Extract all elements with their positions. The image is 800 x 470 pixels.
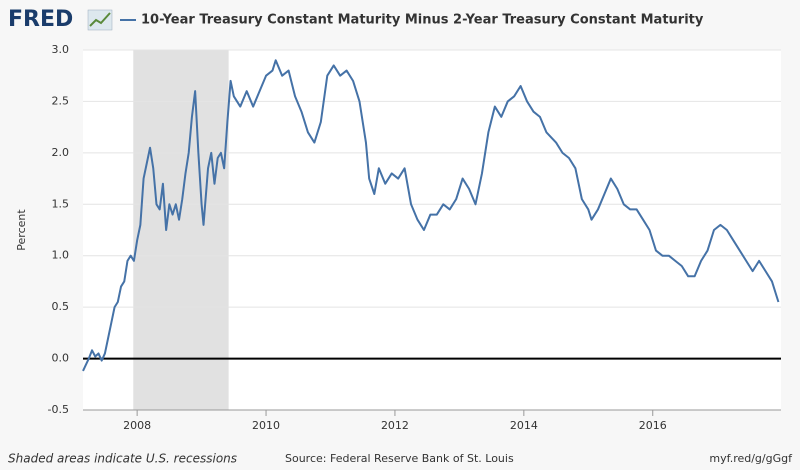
y-tick-label: 2.5: [52, 94, 70, 107]
x-tick-label: 2012: [381, 419, 409, 432]
x-tick-label: 2016: [639, 419, 667, 432]
y-tick-label: 2.0: [52, 146, 70, 159]
x-tick-label: 2010: [252, 419, 280, 432]
logo: FRED: [8, 7, 73, 32]
x-tick-label: 2014: [510, 419, 538, 432]
x-tick-label: 2008: [123, 419, 151, 432]
y-tick-label: 0.0: [52, 352, 70, 365]
recession-band: [133, 50, 229, 410]
footer-source: Source: Federal Reserve Bank of St. Loui…: [285, 452, 514, 465]
legend-label: 10-Year Treasury Constant Maturity Minus…: [141, 13, 704, 28]
y-tick-label: 0.5: [52, 300, 70, 313]
y-tick-label: 1.5: [52, 197, 70, 210]
y-axis-label: Percent: [15, 209, 28, 251]
footer-link[interactable]: myf.red/g/gGgf: [709, 452, 793, 465]
y-tick-label: 3.0: [52, 43, 70, 56]
y-tick-label: -0.5: [48, 403, 69, 416]
logo-icon: [87, 9, 113, 31]
footer-note: Shaded areas indicate U.S. recessions: [8, 452, 237, 466]
series-line: [82, 59, 780, 372]
y-tick-label: 1.0: [52, 249, 70, 262]
